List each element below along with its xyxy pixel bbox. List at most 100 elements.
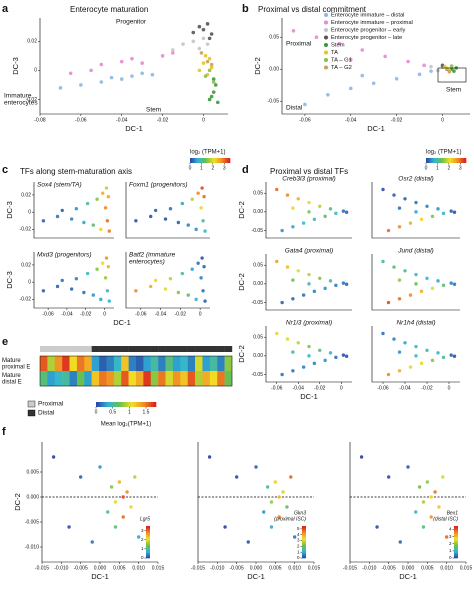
y-tick-label: -0.05 [268,99,280,105]
point [197,24,202,29]
chart-title: Enterocyte maturation [70,5,148,14]
colorbar-step [427,158,430,163]
point [207,97,212,102]
colorbar-step [215,158,217,163]
point [107,229,111,233]
point [328,351,333,355]
point [312,361,317,366]
group-bar [172,346,181,352]
colorbar-step [148,402,152,407]
point [291,278,295,282]
point [334,283,338,288]
point [254,465,258,469]
point [386,475,391,479]
point [289,475,293,479]
colorbar-step [446,158,448,163]
point [149,284,153,289]
point [414,344,418,349]
heatmap-cell [143,371,151,387]
point [452,282,457,286]
colorbar-step [454,548,458,551]
x-tick-label: -0.06 [135,311,147,317]
y-tick-label: 0.02 [27,39,37,45]
colorbar-step [436,158,438,163]
heatmap-cell [47,371,55,387]
point [392,265,396,269]
legend-label: Enterocyte progenitor – late [331,35,402,41]
point [78,475,83,479]
point [85,201,90,206]
colorbar-label: log₂ (TPM+1) [190,150,226,156]
y-tick-label: -0.02 [20,227,32,233]
point [201,27,206,32]
point [101,191,105,195]
x-tick-label: -0.04 [399,385,411,391]
x-tick-label: -0.010 [54,565,68,571]
group-bar [209,346,218,352]
colorbar-step [108,402,112,407]
chart-title: Jund (distal) [397,248,433,255]
colorbar-tick-label: 0 [425,165,428,171]
point [133,475,137,479]
y-tick-label: 0.00 [269,67,279,73]
heatmap-cell [202,356,211,372]
point [429,64,433,69]
x-axis-label: DC-1 [91,572,109,581]
colorbar-step [302,543,306,545]
colorbar-step [302,531,306,533]
point [285,505,289,509]
legend-marker [324,20,328,25]
colorbar-step [116,402,119,407]
point [149,214,153,219]
x-tick-label: 0.010 [288,565,301,571]
group-bar [113,346,122,352]
point [99,227,103,232]
colorbar-step [146,532,150,535]
point [58,86,63,90]
group-bar [150,346,159,352]
colorbar-tick-label: 4 [449,527,452,532]
y-tick-label: 0 [34,68,37,74]
x-tick-label: -0.04 [116,117,128,123]
y-axis-label: DC-3 [5,201,14,219]
colorbar-step [146,534,150,536]
colorbar-step [146,402,149,407]
panel-heading: Proximal vs distal TFs [270,167,348,176]
point [392,193,396,197]
group-bar [106,346,115,352]
x-tick-label: -0.06 [299,117,311,123]
heatmap-cell [106,371,115,387]
point [85,271,90,276]
point [307,200,311,205]
x-axis-label: DC-1 [399,572,417,581]
point [246,540,250,544]
point [408,293,413,297]
point [371,81,376,86]
axes [41,442,158,563]
point [275,187,279,192]
point [205,22,210,26]
point [296,197,300,201]
point [269,525,274,529]
point [201,289,205,293]
colorbar-step [454,556,458,559]
heatmap-cell [62,356,70,372]
point [275,331,279,336]
chart-title: Proximal vs distal commitment [258,5,367,14]
colorbar-step [228,158,231,163]
point [429,515,433,519]
colorbar-label: Bex1 [447,510,459,516]
point [176,290,181,295]
y-tick-label: 0.05 [253,191,263,197]
legend-label: Enterocyte immature – proximal [331,20,413,26]
row-label: distal E [2,380,22,386]
heatmap-cell [69,356,78,372]
point [125,490,129,494]
colorbar-tick-label: 0 [95,409,98,415]
colorbar-step [302,544,306,547]
chart-title: Osr2 (distal) [398,176,433,183]
y-axis-label: DC-3 [5,271,14,289]
colorbar-step [454,528,458,531]
point [425,204,429,208]
point [215,100,220,105]
